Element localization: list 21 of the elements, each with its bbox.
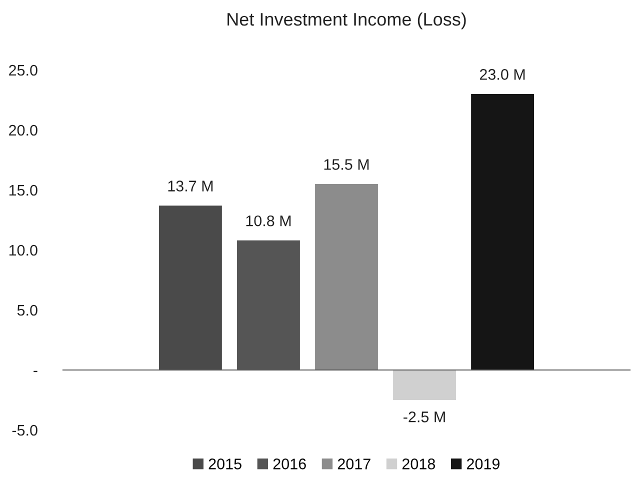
chart-title: Net Investment Income (Loss) — [228, 12, 466, 30]
y-tick-label: -5.0 — [12, 424, 38, 436]
legend-label: 2019 — [466, 458, 500, 470]
legend-label: 2015 — [208, 458, 242, 470]
data-label: 13.7 M — [168, 180, 213, 192]
bar — [315, 184, 378, 370]
y-tick-label: 15.0 — [9, 184, 38, 196]
y-tick-label: 10.0 — [9, 244, 38, 256]
bar — [393, 370, 456, 400]
y-tick-label: 20.0 — [9, 124, 38, 136]
y-tick-label: 5.0 — [17, 304, 38, 316]
data-label: 15.5 M — [324, 159, 369, 170]
data-label: 10.8 M — [246, 215, 291, 226]
y-tick-label: - — [34, 370, 38, 372]
legend-label: 2016 — [273, 458, 306, 470]
legend-label: 2017 — [338, 458, 370, 470]
data-label: 23.0 M — [480, 69, 525, 80]
bar — [471, 94, 534, 370]
y-tick-label: 25.0 — [9, 64, 38, 76]
data-label: -2.5 M — [404, 412, 445, 422]
legend-label: 2018 — [402, 458, 436, 470]
